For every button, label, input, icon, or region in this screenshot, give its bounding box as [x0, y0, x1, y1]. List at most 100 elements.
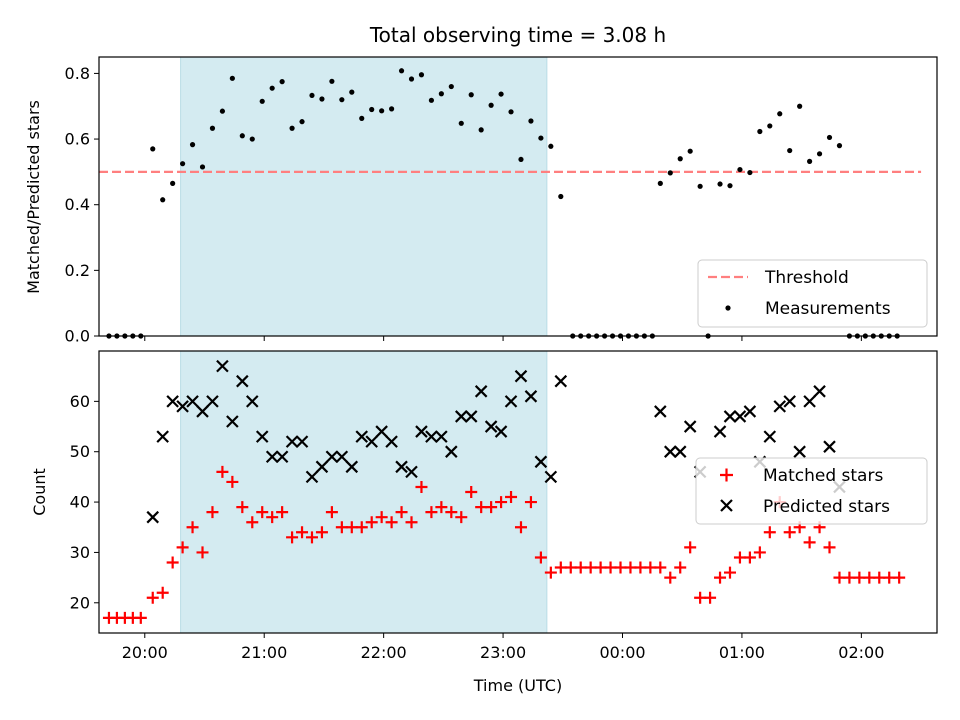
top-highlight-layer — [180, 56, 548, 337]
measurement-point — [448, 83, 454, 90]
bottom-matched-layer — [102, 465, 906, 624]
predicted-point — [345, 460, 359, 474]
matched-point — [714, 571, 727, 584]
predicted-point — [733, 410, 747, 423]
matched-point — [146, 591, 159, 604]
measurement-point — [697, 183, 703, 189]
matched-point — [524, 496, 537, 509]
measurement-point — [150, 146, 156, 152]
measurement-point — [548, 143, 554, 149]
predicted-point — [474, 385, 488, 398]
predicted-point — [723, 410, 737, 423]
legend-measurements-swatch — [725, 305, 731, 311]
legend-matched-swatch — [720, 468, 733, 482]
measurement-point — [836, 143, 843, 149]
predicted-point — [226, 415, 239, 428]
bottom-x-ticks: 20:00 21:00 22:00 23:00 00:00 01:00 02:00 — [122, 633, 884, 662]
predicted-point — [544, 470, 558, 484]
matched-point — [654, 561, 667, 574]
predicted-point — [405, 465, 418, 479]
matched-point — [495, 496, 508, 509]
legend-measurements-label: Measurements — [765, 299, 891, 319]
predicted-point — [484, 420, 498, 433]
top-legend-box — [697, 259, 928, 328]
predicted-point — [305, 470, 319, 484]
top-legend: Threshold Measurements — [697, 259, 928, 328]
predicted-point — [773, 400, 787, 413]
predicted-point — [813, 385, 826, 398]
measurement-point — [438, 91, 444, 97]
measurement-point — [398, 68, 405, 74]
y-tick-label: 0.4 — [65, 195, 90, 214]
measurement-point — [667, 170, 673, 176]
bottom-legend: Matched stars Predicted stars — [695, 457, 928, 525]
x-tick-label: 23:00 — [480, 643, 526, 662]
matched-point — [365, 516, 378, 529]
predicted-point — [236, 374, 249, 388]
predicted-point — [445, 445, 458, 458]
matched-point — [395, 506, 408, 519]
predicted-point — [385, 435, 398, 448]
measurement-point — [747, 169, 753, 176]
matched-point — [485, 501, 498, 514]
x-tick-label: 20:00 — [122, 643, 168, 662]
predicted-point — [196, 405, 209, 418]
measurement-point — [558, 193, 564, 200]
matched-point — [226, 475, 239, 488]
matched-point — [305, 531, 318, 544]
predicted-point — [315, 460, 329, 474]
measurement-point — [528, 118, 534, 124]
matched-point — [216, 465, 229, 478]
measurement-point — [349, 89, 355, 95]
highlight-span — [180, 350, 548, 634]
matched-point — [166, 556, 179, 569]
matched-point — [505, 491, 518, 504]
matched-point — [246, 516, 259, 529]
measurement-point — [488, 102, 494, 108]
legend-threshold-label: Threshold — [764, 268, 849, 288]
measurement-point — [279, 79, 285, 85]
predicted-point — [464, 410, 478, 423]
matched-point — [256, 506, 269, 519]
x-tick-label: 00:00 — [599, 643, 645, 662]
measurement-point — [677, 156, 683, 162]
matched-point — [405, 516, 418, 529]
y-tick-label: 0.2 — [65, 261, 90, 280]
matched-point — [355, 521, 368, 534]
predicted-point — [176, 400, 189, 413]
measurement-point — [418, 72, 425, 78]
predicted-point — [186, 395, 199, 408]
predicted-point — [395, 460, 408, 474]
top-y-axis-label: Matched/Predicted stars — [24, 100, 43, 294]
x-tick-label: 02:00 — [838, 643, 884, 662]
top-x-ticks — [144, 336, 862, 341]
matched-point — [415, 480, 428, 493]
y-tick-label: 60 — [70, 392, 90, 411]
y-tick-label: 0.0 — [65, 327, 90, 346]
matched-point — [743, 551, 756, 564]
predicted-point — [823, 440, 836, 453]
measurement-point — [289, 125, 295, 131]
matched-point — [286, 531, 299, 544]
matched-point — [723, 566, 736, 579]
measurement-point — [180, 161, 186, 167]
matched-point — [544, 566, 557, 579]
matched-point — [534, 551, 547, 564]
predicted-point — [425, 430, 438, 443]
measurement-point — [826, 134, 833, 141]
measurement-point — [259, 98, 265, 104]
matched-point — [783, 526, 796, 539]
bottom-legend-box — [695, 457, 928, 525]
measurement-point — [767, 123, 773, 129]
predicted-point — [156, 430, 169, 443]
matched-point — [674, 561, 687, 574]
matched-point — [134, 611, 147, 624]
measurement-point — [339, 97, 345, 103]
y-tick-label: 0.8 — [65, 64, 90, 83]
measurement-point — [189, 142, 196, 148]
measurement-point — [249, 136, 255, 142]
predicted-point — [763, 430, 777, 443]
bottom-axes-frame — [98, 350, 938, 634]
y-tick-label: 40 — [70, 493, 90, 512]
